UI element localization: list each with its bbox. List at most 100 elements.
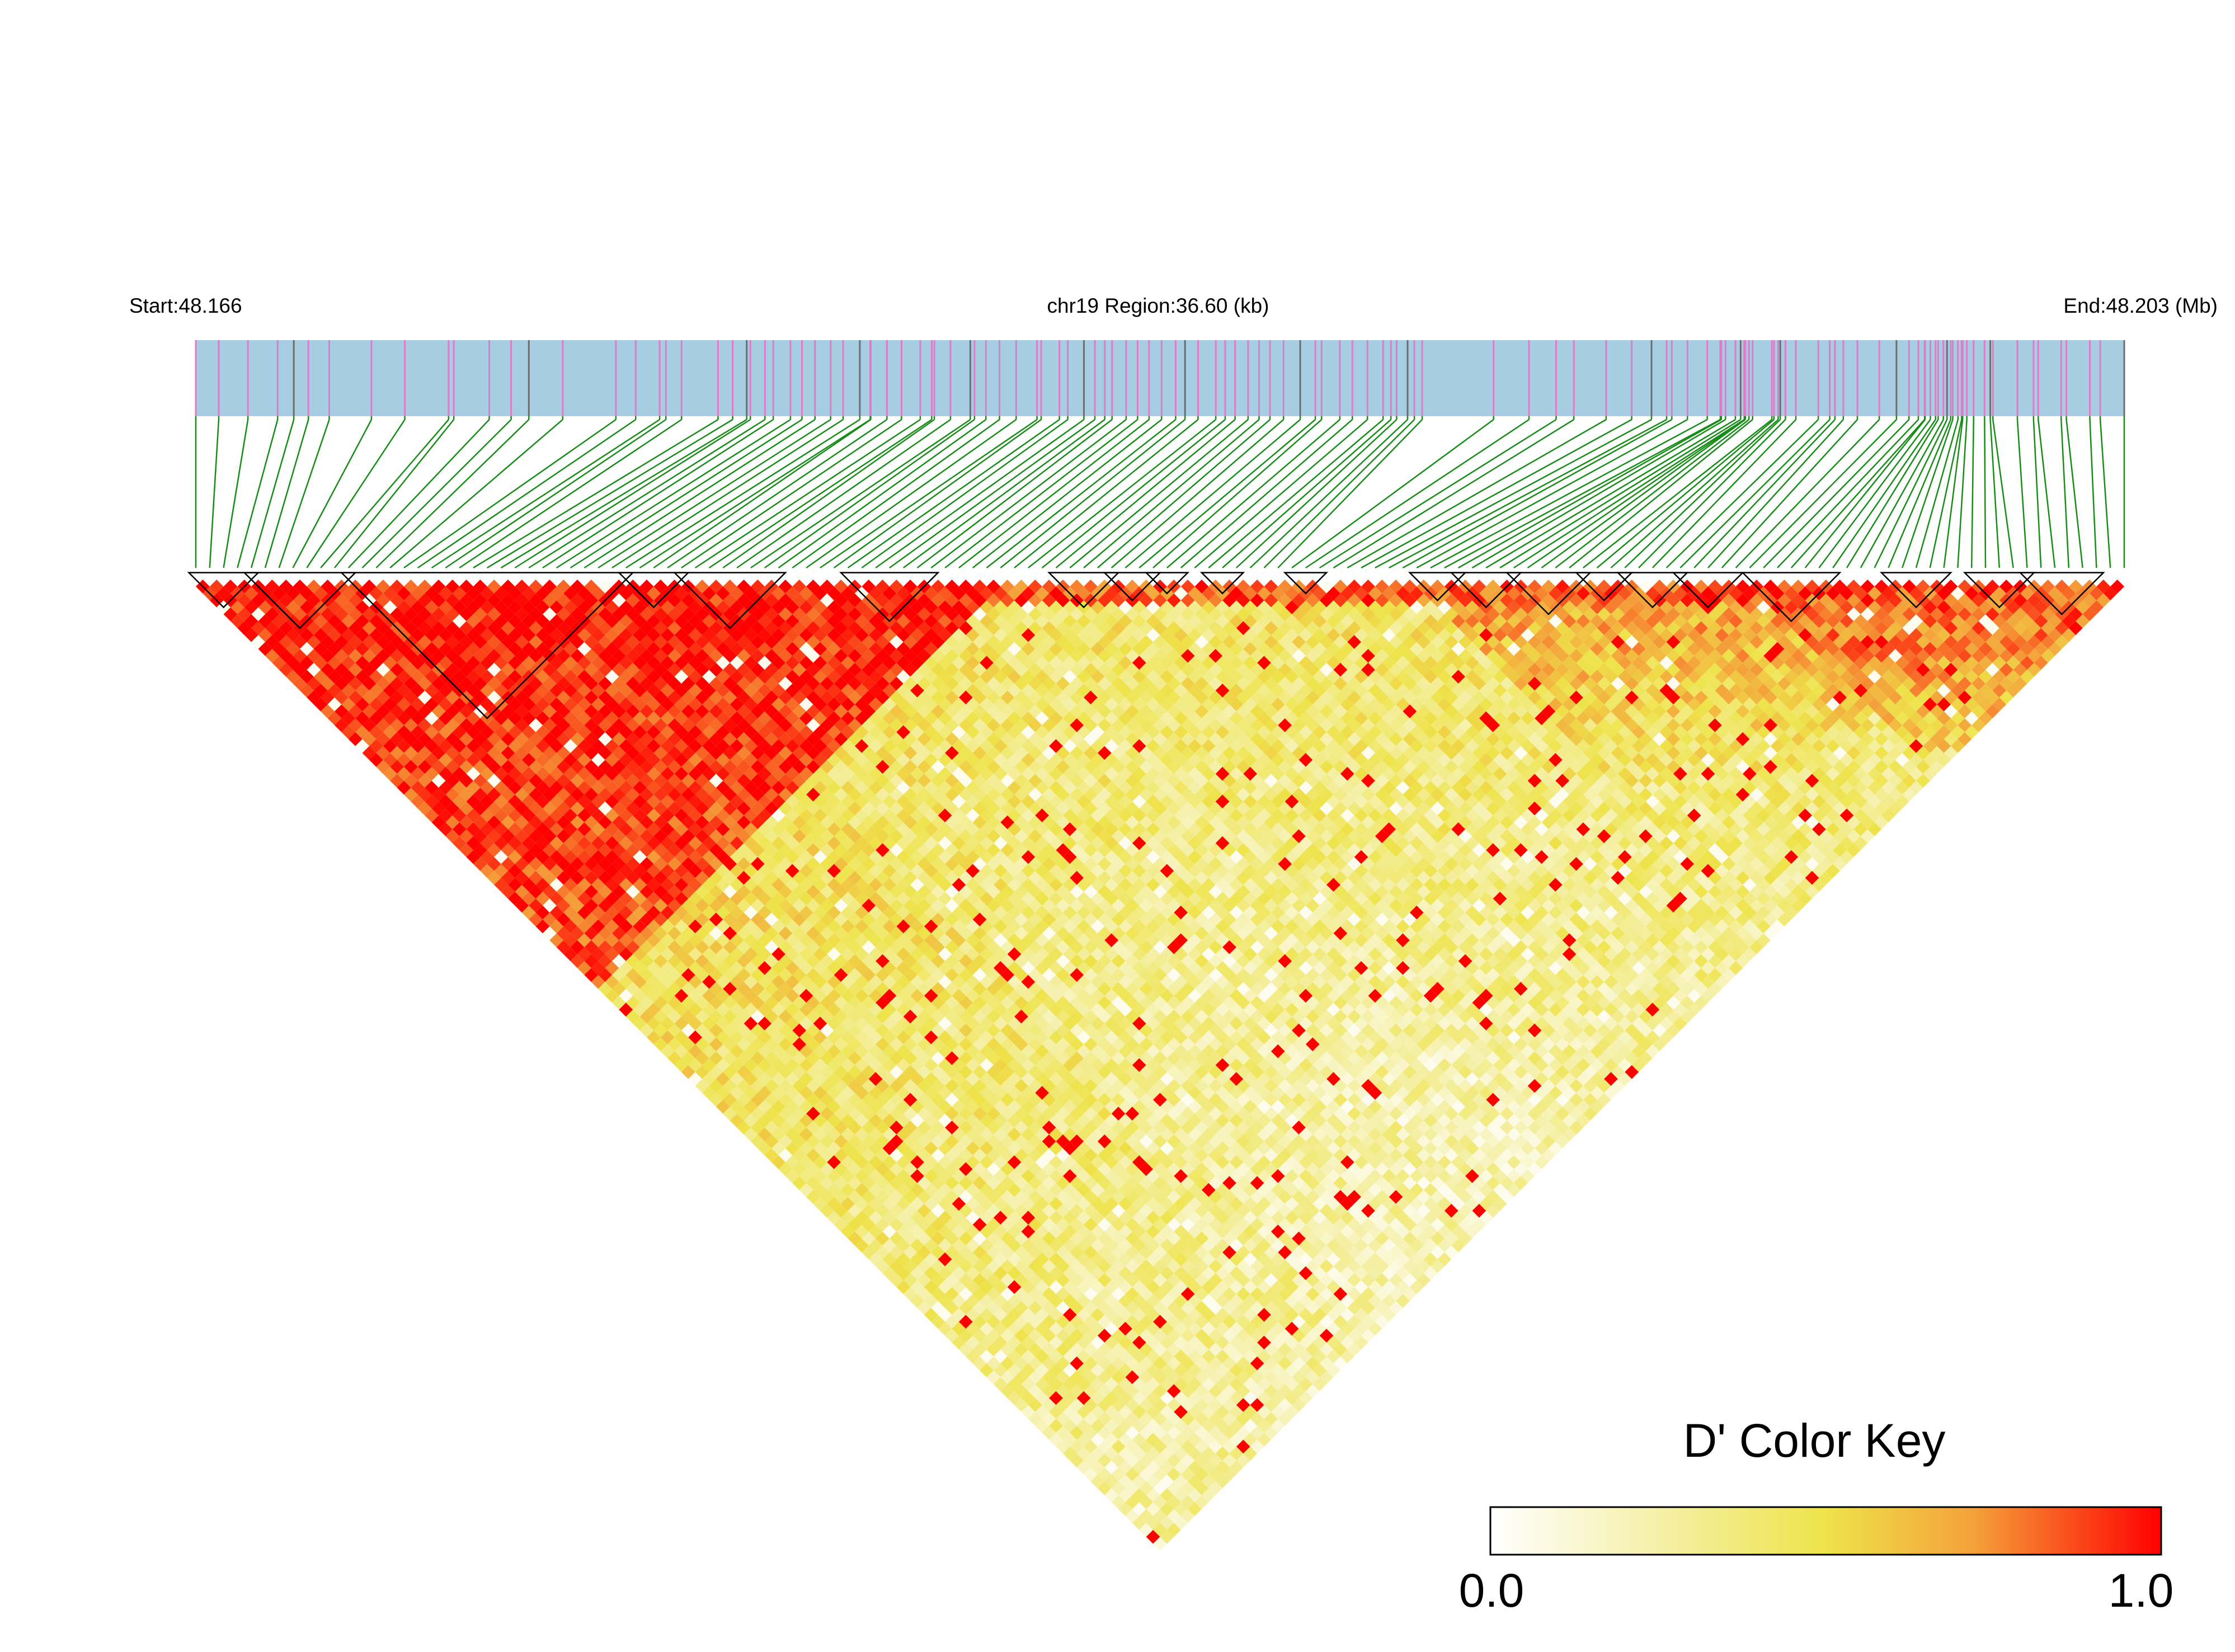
ld-cell (341, 614, 356, 628)
snp-connector (653, 418, 872, 569)
ld-cell (1923, 642, 1937, 656)
ld-cell (1631, 697, 1646, 712)
ld-cell (439, 600, 453, 614)
ld-cell (1763, 635, 1777, 649)
ld-cell (730, 656, 744, 670)
ld-cell (1951, 684, 1965, 698)
ld-cell (757, 614, 772, 628)
ld-cell (834, 621, 848, 636)
ld-cell (1569, 593, 1583, 608)
ld-cell (1548, 670, 1563, 684)
ld-cell (1486, 676, 1500, 691)
ld-cell (1354, 697, 1368, 712)
snp-connector (1624, 419, 1781, 568)
ld-cell (1340, 600, 1354, 614)
ld-cell (1222, 676, 1236, 691)
ld-cell (459, 593, 473, 608)
ld-cell (1174, 600, 1188, 614)
snp-connector (1138, 419, 1316, 568)
region-title: chr19 Region:36.60 (kb) (1047, 294, 1269, 317)
ld-cell (695, 690, 709, 705)
ld-cell (903, 662, 917, 677)
ld-cell (972, 635, 987, 649)
ld-cell (1971, 635, 1985, 649)
ld-cell (854, 600, 869, 614)
ld-cell (1548, 614, 1563, 628)
ld-cell (1042, 621, 1056, 636)
ld-cell (1278, 676, 1292, 691)
ld-cell (868, 628, 883, 642)
ld-cell (487, 593, 501, 608)
ld-cell (1659, 697, 1673, 712)
ld-cell (1513, 649, 1528, 663)
ld-cell (556, 676, 571, 691)
snp-connector (1402, 418, 1672, 569)
ld-cell (1791, 662, 1805, 677)
ld-cell (1964, 628, 1979, 642)
ld-cell (313, 697, 328, 712)
ld-cell (1645, 697, 1660, 712)
ld-cell (674, 628, 689, 642)
ld-cell (494, 600, 508, 614)
ld-cell (1916, 635, 1930, 649)
ld-cell (1673, 642, 1687, 656)
snp-connector-lines (195, 416, 2125, 569)
snp-connector (1277, 419, 1423, 568)
ld-cell (1763, 580, 1777, 594)
ld-cell (529, 580, 543, 594)
snp-connector (375, 419, 530, 568)
ld-cell (1798, 670, 1812, 684)
ld-cell (1548, 628, 1563, 642)
ld-cell (1021, 684, 1036, 698)
ld-cell (1659, 642, 1673, 656)
snp-connector (2099, 419, 2111, 568)
ld-cell (529, 607, 543, 622)
ld-cell (1180, 662, 1195, 677)
ld-cell (584, 580, 599, 594)
ld-cell (1153, 662, 1167, 677)
ld-cell (1389, 635, 1403, 649)
ld-cell (341, 670, 356, 684)
ld-cell (1569, 662, 1583, 677)
ld-cell (1839, 614, 1854, 628)
ld-cell (1208, 676, 1223, 691)
ld-cell (903, 690, 917, 705)
ld-cell (639, 690, 654, 705)
ld-cell (577, 697, 591, 712)
ld-cell (1597, 607, 1611, 622)
ld-cell (1465, 628, 1479, 642)
ld-cell (1465, 642, 1479, 656)
ld-cell (1188, 684, 1202, 698)
ld-cell (1035, 614, 1050, 628)
ld-cell (1673, 684, 1687, 698)
ld-cell (1486, 607, 1500, 622)
ld-cell (1215, 614, 1230, 628)
snp-connector (1707, 419, 1844, 568)
snp-connector (1111, 419, 1284, 568)
ld-cell (1527, 580, 1542, 594)
ld-cell (1201, 697, 1216, 712)
ld-cell (737, 690, 751, 705)
ld-cell (1777, 662, 1791, 677)
ld-cell (1819, 662, 1833, 677)
ld-cell (459, 580, 473, 594)
ld-cell (1805, 607, 1819, 622)
ld-cell (1166, 676, 1181, 691)
ld-cell (1326, 628, 1340, 642)
ld-cell (1743, 670, 1757, 684)
ld-cell (868, 614, 883, 628)
ld-cell (535, 628, 550, 642)
ld-cell (931, 635, 945, 649)
ld-cell (1035, 628, 1050, 642)
ld-cell (834, 580, 848, 594)
ld-cell (966, 614, 980, 628)
ld-cell (1576, 642, 1591, 656)
ld-cell (820, 580, 834, 594)
ld-cell (1867, 670, 1881, 684)
ld-cell (1146, 684, 1160, 698)
ld-cell (1701, 697, 1715, 712)
ld-cell (591, 628, 605, 642)
ld-cell (1257, 697, 1271, 712)
ld-cell (1923, 628, 1937, 642)
ld-cell (633, 697, 647, 712)
